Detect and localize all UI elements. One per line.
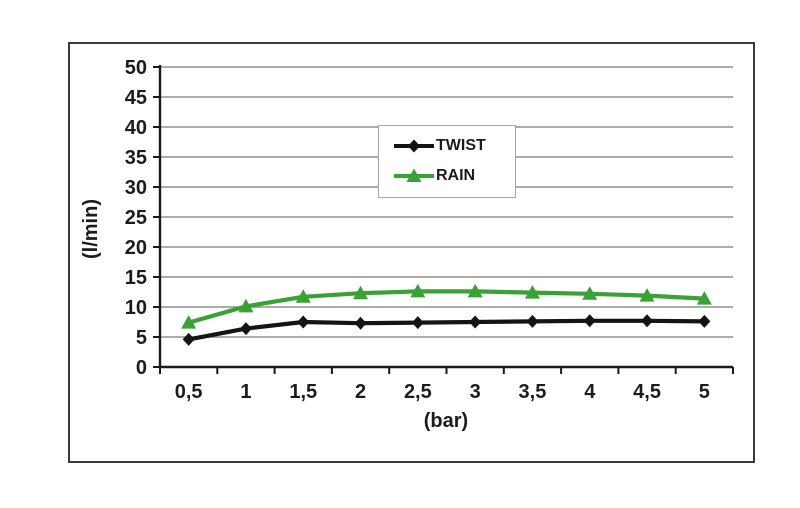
x-tick-label: 2 [355, 381, 366, 403]
y-tick-label: 25 [125, 207, 147, 229]
y-tick-label: 40 [125, 117, 147, 139]
y-tick-label: 15 [125, 267, 147, 289]
y-tick-label: 50 [125, 57, 147, 79]
plot-area: 0 5 10 15 20 25 30 35 40 45 50 0,5 1 1,5 2 2,5 3 3,5 4 4,5 5 [125, 57, 734, 403]
rain-marker [467, 283, 483, 298]
chart-frame: 0 5 10 15 20 25 30 35 40 45 50 0,5 1 1,5 2 2,5 3 3,5 4 4,5 5… [68, 42, 755, 463]
legend-item-rain: RAIN [393, 167, 505, 185]
y-tick-label: 0 [136, 357, 147, 379]
twist-marker [354, 316, 367, 330]
x-tick-label: 1,5 [289, 381, 317, 403]
rain-marker [238, 298, 254, 313]
y-tick-label: 35 [125, 147, 147, 169]
x-tick-label: 4 [584, 381, 596, 403]
twist-line [186, 318, 707, 342]
twist-marker [641, 314, 654, 328]
y-tick-label: 30 [125, 177, 147, 199]
x-tick-label: 1 [240, 381, 251, 403]
x-tick-label: 5 [699, 381, 710, 403]
legend-label-rain: RAIN [436, 167, 476, 184]
rain-marker [295, 289, 311, 303]
twist-marker [526, 314, 539, 328]
twist-legend-marker-icon [394, 139, 434, 153]
rain-line [186, 289, 707, 325]
x-axis-title: (bar) [423, 410, 469, 432]
rain-marker [582, 286, 598, 300]
legend-item-twist: TWIST [393, 137, 505, 155]
x-tick-label: 0,5 [175, 381, 203, 403]
rain-marker [639, 288, 655, 302]
y-tick-label: 5 [136, 327, 147, 349]
rain-marker [696, 291, 712, 305]
x-tick-label: 2,5 [404, 381, 432, 403]
y-tick-label: 20 [125, 237, 147, 259]
y-axis-title: (l/min) [80, 199, 102, 259]
rain-legend-marker-icon [394, 168, 434, 182]
x-tick-label: 4,5 [633, 381, 661, 403]
rain-marker [410, 283, 426, 298]
twist-marker [239, 322, 252, 336]
rain-marker [181, 315, 197, 329]
twist-marker [469, 315, 482, 329]
x-tick-label: 3,5 [519, 381, 547, 403]
x-tick-label: 3 [470, 381, 481, 403]
twist-marker [698, 314, 711, 328]
y-tick-label: 45 [125, 87, 147, 109]
y-tick-label: 10 [125, 297, 147, 319]
twist-marker [411, 316, 424, 330]
legend-label-twist: TWIST [436, 137, 486, 154]
twist-marker [297, 315, 310, 329]
rain-marker [353, 285, 369, 300]
twist-marker [182, 332, 195, 346]
twist-marker [583, 314, 596, 328]
legend: TWIST RAIN [378, 125, 516, 198]
rain-marker [524, 285, 540, 299]
